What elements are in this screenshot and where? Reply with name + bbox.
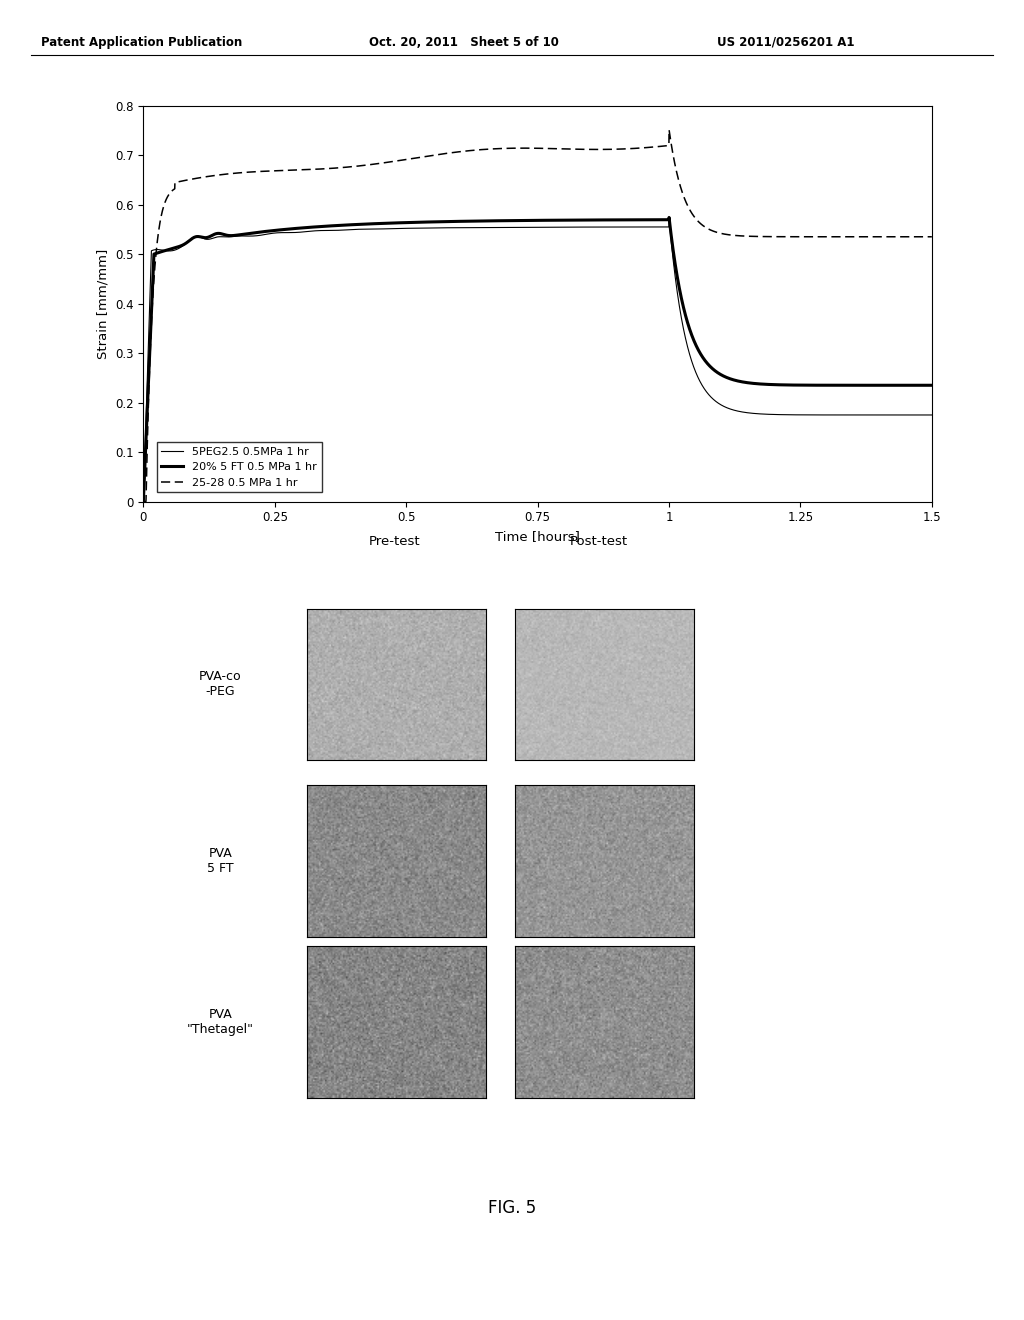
Legend: 5PEG2.5 0.5MPa 1 hr, 20% 5 FT 0.5 MPa 1 hr, 25-28 0.5 MPa 1 hr: 5PEG2.5 0.5MPa 1 hr, 20% 5 FT 0.5 MPa 1 … [157, 442, 322, 492]
Text: PVA
"Thetagel": PVA "Thetagel" [186, 1008, 254, 1036]
Text: Pre-test: Pre-test [369, 535, 420, 548]
Text: PVA-co
-PEG: PVA-co -PEG [199, 671, 242, 698]
Text: PVA
5 FT: PVA 5 FT [207, 847, 233, 875]
Text: Post-test: Post-test [570, 535, 628, 548]
Text: FIG. 5: FIG. 5 [487, 1199, 537, 1217]
Text: US 2011/0256201 A1: US 2011/0256201 A1 [717, 36, 854, 49]
Text: Patent Application Publication: Patent Application Publication [41, 36, 243, 49]
Y-axis label: Strain [mm/mm]: Strain [mm/mm] [96, 248, 110, 359]
Text: Oct. 20, 2011   Sheet 5 of 10: Oct. 20, 2011 Sheet 5 of 10 [369, 36, 558, 49]
X-axis label: Time [hours]: Time [hours] [496, 529, 580, 543]
